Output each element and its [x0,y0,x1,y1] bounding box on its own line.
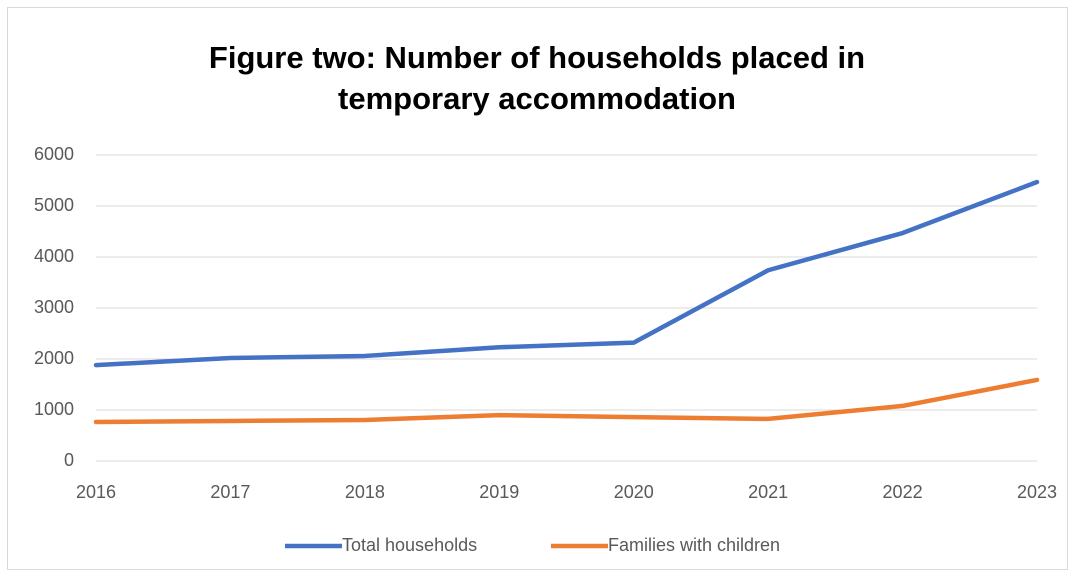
y-tick-label: 5000 [34,195,74,215]
x-tick-label: 2019 [479,482,519,502]
line-series [93,377,1040,425]
chart-title: temporary accommodation [338,81,736,116]
y-tick-label: 2000 [34,348,74,368]
x-tick-label: 2022 [883,482,923,502]
line-series [93,179,1040,368]
x-tick-label: 2016 [76,482,116,502]
y-tick-label: 3000 [34,297,74,317]
x-tick-label: 2023 [1017,482,1057,502]
x-tick-label: 2017 [210,482,250,502]
legend-label: Total households [342,535,477,555]
chart-border [7,7,1068,570]
y-tick-label: 1000 [34,399,74,419]
y-tick-label: 0 [64,450,74,470]
y-tick-label: 6000 [34,144,74,164]
x-tick-label: 2018 [345,482,385,502]
legend-label: Families with children [608,535,780,555]
x-tick-label: 2021 [748,482,788,502]
chart-title: Figure two: Number of households placed … [209,40,865,75]
y-tick-label: 4000 [34,246,74,266]
x-tick-label: 2020 [614,482,654,502]
